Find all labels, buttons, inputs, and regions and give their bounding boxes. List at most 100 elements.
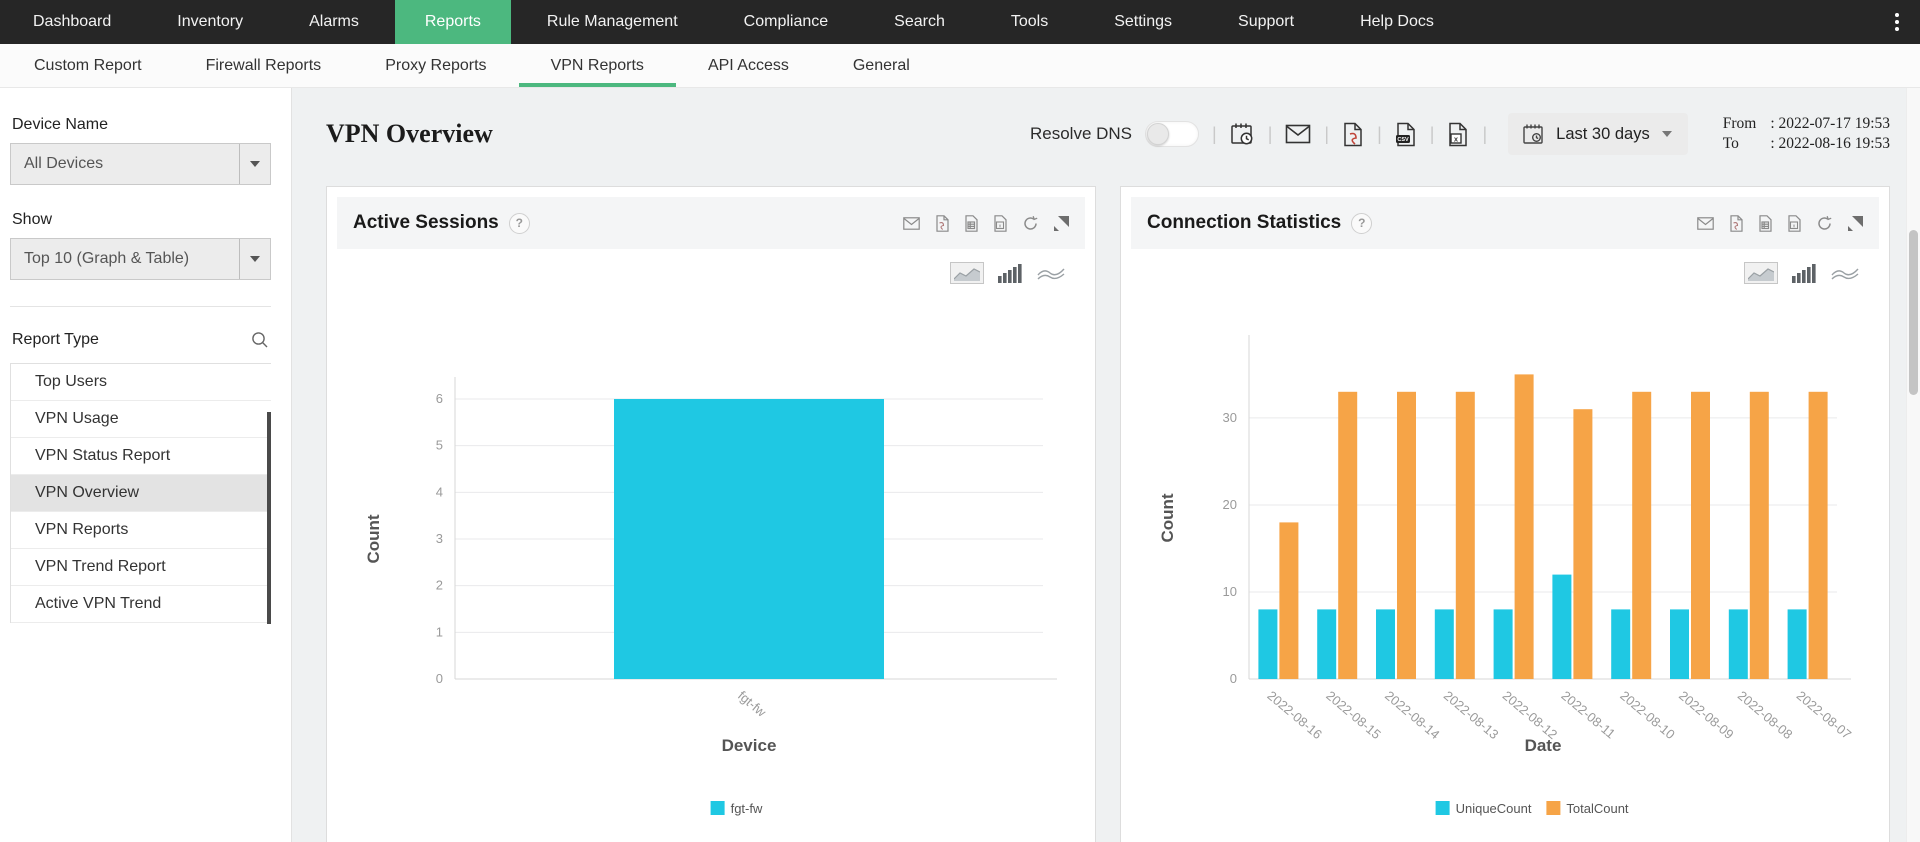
report-type-item[interactable]: VPN Usage bbox=[11, 401, 271, 438]
date-range-summary: From : 2022-07-17 19:53 To : 2022-08-16 … bbox=[1723, 115, 1890, 153]
line-chart-icon[interactable] bbox=[1037, 265, 1065, 282]
expand-icon[interactable] bbox=[1848, 215, 1863, 231]
active-sessions-chart: 0 1 2 3 4 5 6 fgt-fw Device Count fgt-fw bbox=[364, 377, 1057, 816]
pdf-icon[interactable] bbox=[935, 214, 949, 232]
svg-text:2022-08-14: 2022-08-14 bbox=[1382, 688, 1443, 742]
line-chart-icon[interactable] bbox=[1831, 265, 1859, 282]
show-select-value: Top 10 (Graph & Table) bbox=[24, 250, 190, 267]
nav-item-dashboard[interactable]: Dashboard bbox=[33, 13, 112, 30]
refresh-icon[interactable] bbox=[1816, 215, 1833, 232]
report-type-item[interactable]: VPN Trend Report bbox=[11, 549, 271, 586]
show-select[interactable]: Top 10 (Graph & Table) bbox=[10, 238, 271, 280]
list-scrollbar-thumb[interactable] bbox=[267, 412, 271, 624]
nav-item-support[interactable]: Support bbox=[1238, 13, 1295, 30]
resolve-dns-toggle[interactable] bbox=[1145, 121, 1200, 147]
separator: | bbox=[1324, 123, 1330, 144]
nav-item-search[interactable]: Search bbox=[894, 13, 945, 30]
help-icon[interactable]: ? bbox=[508, 212, 530, 234]
pdf-icon[interactable] bbox=[1729, 214, 1743, 232]
svg-text:2: 2 bbox=[436, 578, 443, 593]
svg-text:2022-08-08: 2022-08-08 bbox=[1735, 688, 1796, 742]
nav-item-tools[interactable]: Tools bbox=[1010, 13, 1049, 30]
svg-text:4: 4 bbox=[436, 484, 443, 499]
svg-text:30: 30 bbox=[1223, 410, 1237, 425]
sidebar-divider bbox=[10, 306, 271, 307]
nav-item-help-docs[interactable]: Help Docs bbox=[1360, 13, 1434, 30]
tab-vpn-reports[interactable]: VPN Reports bbox=[518, 44, 677, 87]
from-value: : 2022-07-17 19:53 bbox=[1770, 115, 1890, 132]
svg-text:CSV: CSV bbox=[1397, 137, 1409, 143]
separator: | bbox=[1267, 123, 1273, 144]
chevron-down-icon[interactable] bbox=[239, 239, 270, 279]
panel-header: Active Sessions ? x bbox=[337, 197, 1085, 249]
csv-export-icon[interactable]: CSV bbox=[1395, 122, 1417, 147]
svg-text:x: x bbox=[999, 223, 1002, 229]
tab-firewall-reports[interactable]: Firewall Reports bbox=[205, 56, 322, 74]
report-type-item[interactable]: Top Users bbox=[11, 364, 271, 401]
nav-item-settings[interactable]: Settings bbox=[1114, 13, 1173, 30]
separator: | bbox=[1482, 123, 1488, 144]
email-icon[interactable] bbox=[1285, 124, 1311, 144]
email-icon[interactable] bbox=[903, 216, 920, 230]
nav-item-inventory[interactable]: Inventory bbox=[177, 13, 244, 30]
spreadsheet-icon[interactable] bbox=[1758, 214, 1772, 232]
chevron-down-icon[interactable] bbox=[239, 144, 270, 184]
search-icon[interactable] bbox=[251, 331, 269, 349]
report-type-label: Report Type bbox=[12, 331, 99, 348]
report-type-list: Top Users VPN Usage VPN Status Report VP… bbox=[10, 363, 271, 624]
page-scrollbar bbox=[1906, 88, 1920, 842]
schedule-icon[interactable] bbox=[1230, 122, 1255, 147]
svg-text:Count: Count bbox=[1158, 493, 1177, 542]
excel-export-icon[interactable]: x bbox=[1447, 122, 1469, 147]
bar-chart-icon[interactable] bbox=[998, 263, 1023, 283]
area-chart-icon[interactable] bbox=[950, 262, 984, 284]
tab-proxy-reports[interactable]: Proxy Reports bbox=[385, 56, 487, 74]
svg-text:Count: Count bbox=[364, 514, 383, 563]
pdf-export-icon[interactable] bbox=[1342, 122, 1364, 147]
panel-title: Connection Statistics bbox=[1147, 212, 1342, 233]
main-content: VPN Overview Resolve DNS | | bbox=[292, 88, 1920, 842]
report-type-item[interactable]: VPN Reports bbox=[11, 512, 271, 549]
svg-text:Device: Device bbox=[722, 736, 777, 755]
email-icon[interactable] bbox=[1697, 216, 1714, 230]
date-range-button[interactable]: Last 30 days bbox=[1508, 113, 1688, 155]
help-icon[interactable]: ? bbox=[1351, 212, 1373, 234]
svg-text:20: 20 bbox=[1223, 497, 1237, 512]
svg-text:fgt-fw: fgt-fw bbox=[735, 688, 769, 720]
bar-chart-icon[interactable] bbox=[1792, 263, 1817, 283]
tab-api-access[interactable]: API Access bbox=[707, 56, 789, 74]
device-select[interactable]: All Devices bbox=[10, 143, 271, 185]
svg-text:2022-08-12: 2022-08-12 bbox=[1500, 688, 1561, 742]
refresh-icon[interactable] bbox=[1022, 215, 1039, 232]
excel-icon[interactable]: x bbox=[1787, 214, 1801, 232]
reports-sub-nav: Custom Report Firewall Reports Proxy Rep… bbox=[0, 44, 1920, 88]
kebab-menu-icon[interactable] bbox=[1882, 0, 1912, 44]
svg-text:Date: Date bbox=[1525, 736, 1562, 755]
svg-text:5: 5 bbox=[436, 438, 443, 453]
top-nav: Dashboard Inventory Alarms Reports Rule … bbox=[0, 0, 1920, 44]
expand-icon[interactable] bbox=[1054, 215, 1069, 231]
spreadsheet-icon[interactable] bbox=[964, 214, 978, 232]
tab-custom-report[interactable]: Custom Report bbox=[34, 56, 142, 74]
report-type-item[interactable]: VPN Status Report bbox=[11, 438, 271, 475]
report-type-item[interactable]: Active VPN Trend bbox=[11, 586, 271, 623]
tab-general[interactable]: General bbox=[852, 56, 910, 74]
report-type-item-selected[interactable]: VPN Overview bbox=[11, 475, 271, 512]
svg-text:2022-08-16: 2022-08-16 bbox=[1264, 688, 1325, 742]
report-sidebar: Device Name All Devices Show Top 10 (Gra… bbox=[0, 88, 292, 842]
nav-item-alarms[interactable]: Alarms bbox=[309, 13, 359, 30]
area-chart-icon[interactable] bbox=[1744, 262, 1778, 284]
panel-title: Active Sessions bbox=[353, 212, 499, 233]
nav-item-reports[interactable]: Reports bbox=[394, 0, 511, 44]
device-name-label: Device Name bbox=[12, 116, 109, 133]
panel-header: Connection Statistics ? x bbox=[1131, 197, 1879, 249]
svg-text:0: 0 bbox=[1230, 671, 1237, 686]
nav-item-compliance[interactable]: Compliance bbox=[743, 13, 829, 30]
svg-text:10: 10 bbox=[1223, 584, 1237, 599]
svg-text:fgt-fw: fgt-fw bbox=[731, 801, 763, 816]
nav-item-rule-management[interactable]: Rule Management bbox=[546, 13, 678, 30]
page-toolbar: VPN Overview Resolve DNS | | bbox=[326, 108, 1890, 160]
show-label: Show bbox=[12, 211, 53, 228]
page-scrollbar-thumb[interactable] bbox=[1909, 230, 1918, 395]
excel-icon[interactable]: x bbox=[993, 214, 1007, 232]
